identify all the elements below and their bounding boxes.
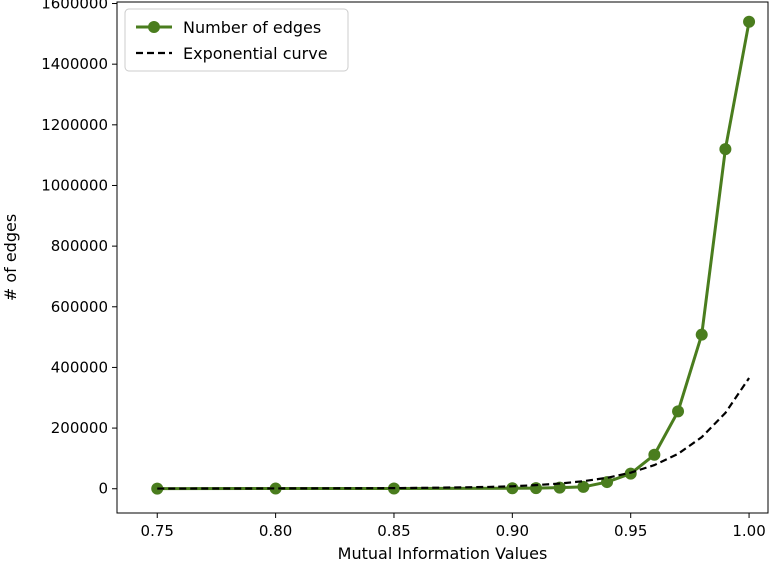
data-point-number-of-edges <box>719 143 732 156</box>
y-tick-label: 800000 <box>51 237 108 255</box>
x-tick-label: 0.90 <box>496 522 529 540</box>
data-point-number-of-edges <box>269 482 282 495</box>
series-layer <box>151 15 756 495</box>
legend-label-number-of-edges: Number of edges <box>183 18 321 37</box>
y-tick-label: 400000 <box>51 358 108 376</box>
data-point-number-of-edges <box>648 448 661 461</box>
y-tick-label: 1200000 <box>41 116 108 134</box>
data-point-number-of-edges <box>672 405 685 418</box>
y-tick-label: 600000 <box>51 298 108 316</box>
data-point-number-of-edges <box>743 15 756 28</box>
data-point-number-of-edges <box>530 482 543 495</box>
data-point-number-of-edges <box>601 476 614 489</box>
x-tick-label: 0.80 <box>259 522 292 540</box>
y-tick-label: 0 <box>98 480 108 498</box>
plot-area-border <box>116 1 769 514</box>
y-tick-label: 1000000 <box>41 176 108 194</box>
x-tick-label: 0.95 <box>614 522 647 540</box>
axes-frame <box>116 1 769 514</box>
series-line-exponential-curve <box>157 377 750 490</box>
y-tick-label: 200000 <box>51 419 108 437</box>
data-point-number-of-edges <box>695 328 708 341</box>
legend-label-exponential-curve: Exponential curve <box>183 44 328 63</box>
legend-box <box>124 8 349 72</box>
x-tick-label: 1.00 <box>732 522 765 540</box>
legend-marker-number-of-edges <box>148 21 160 33</box>
x-tick-label: 0.85 <box>377 522 410 540</box>
x-tick-label: 0.75 <box>141 522 174 540</box>
y-axis-ticks: 0 200000 400000 600000 800000 1000000 1200000 1… <box>41 0 117 498</box>
x-axis-ticks: 0.75 0.80 0.85 0.90 0.95 1.00 <box>141 513 766 540</box>
y-tick-label: 1400000 <box>41 55 108 73</box>
data-point-number-of-edges <box>506 482 519 495</box>
series-line-number-of-edges <box>157 21 751 491</box>
x-axis-label: Mutual Information Values <box>338 544 548 563</box>
legend: Number of edges Exponential curve <box>124 8 349 72</box>
data-point-number-of-edges <box>577 480 590 493</box>
y-tick-label: 1600000 <box>41 0 108 13</box>
y-axis-label: # of edges <box>1 214 20 301</box>
